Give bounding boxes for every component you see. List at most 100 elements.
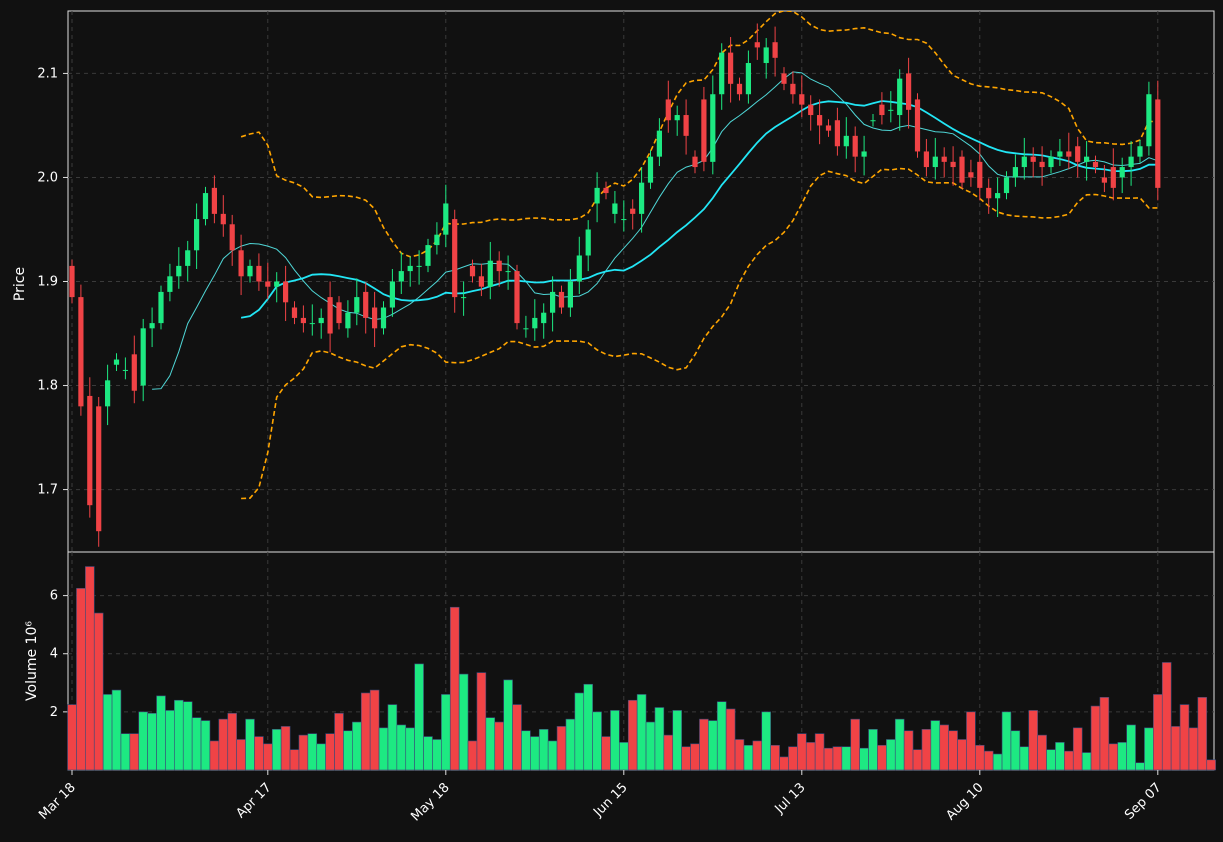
volume-bar — [957, 739, 967, 771]
candle-body — [986, 187, 992, 199]
volume-bar — [485, 717, 496, 771]
volume-bar — [894, 718, 905, 771]
candle-body — [274, 281, 280, 287]
candle-body — [1012, 167, 1018, 178]
candle-body — [701, 99, 707, 162]
candle-body — [621, 219, 627, 221]
bollinger-bands — [240, 11, 1158, 500]
candle-body — [78, 297, 84, 407]
volume-bar — [334, 713, 344, 771]
candle-body — [541, 312, 547, 324]
candle-body — [941, 156, 947, 162]
candle-body — [923, 151, 929, 168]
volume-bar — [1037, 734, 1047, 771]
volume-bar — [93, 612, 104, 771]
volume-bar — [556, 726, 567, 771]
candle-body — [1057, 151, 1063, 157]
candle-body — [345, 312, 351, 329]
volume-bar — [592, 711, 602, 771]
volume-bar — [966, 711, 976, 771]
volume-bar — [1188, 727, 1199, 771]
candle-body — [665, 99, 671, 121]
volume-axis-label: Volume 10⁶ — [24, 621, 40, 701]
candle-body — [656, 130, 662, 157]
candle-body — [1075, 146, 1081, 162]
volume-bar — [111, 689, 122, 771]
candle-body — [327, 297, 333, 334]
volume-bar — [378, 727, 389, 771]
candle-body — [514, 271, 520, 324]
candle-body — [69, 265, 75, 298]
candle-body — [283, 281, 289, 303]
candle-body — [523, 328, 529, 330]
volume-bar — [387, 704, 398, 771]
volume-bar — [67, 704, 77, 771]
candle-body — [256, 265, 262, 282]
candle-body — [808, 104, 814, 116]
volume-bar — [1197, 697, 1208, 771]
candle-body — [959, 156, 965, 183]
volume-bar — [841, 746, 852, 771]
volume-bar — [1099, 697, 1110, 771]
volume-bar — [583, 683, 593, 771]
volume-tick-label: 6 — [50, 589, 58, 604]
candle-body — [1101, 177, 1107, 183]
candle-body — [140, 328, 146, 386]
volume-bar — [779, 756, 789, 771]
volume-bar — [165, 710, 175, 771]
volume-bar — [823, 747, 834, 771]
candle-body — [897, 78, 903, 116]
volume-bar — [503, 679, 513, 771]
candle-body — [336, 302, 342, 324]
candle-body — [763, 47, 769, 64]
volume-bar — [298, 734, 309, 771]
candle-body — [425, 245, 431, 266]
volume-bar — [1170, 726, 1181, 771]
candle-body — [407, 265, 413, 272]
volume-bar — [432, 739, 442, 771]
candle-body — [647, 156, 654, 183]
volume-bar — [770, 744, 780, 771]
volume-bar — [129, 733, 140, 771]
volume-bar — [752, 740, 763, 771]
volume-bar — [797, 733, 807, 771]
candle-body — [434, 234, 440, 246]
candle-body — [1003, 177, 1010, 194]
price-y-ticks: 1.7 1.8 1.9 2.0 2.1 — [37, 66, 68, 498]
candle-body — [603, 187, 609, 194]
volume-bar — [681, 746, 691, 771]
candle-body — [185, 250, 191, 266]
candle-body — [265, 281, 271, 287]
candle-body — [496, 260, 502, 272]
candle-body — [149, 323, 155, 329]
candle-body — [113, 359, 120, 365]
candle-body — [363, 291, 369, 318]
candle-body — [461, 297, 467, 299]
volume-bar — [645, 721, 656, 771]
candle-body — [1119, 167, 1125, 178]
candle-body — [247, 265, 253, 277]
volume-bar — [1126, 724, 1136, 771]
volume-bar — [271, 729, 282, 771]
price-axis-label: Price — [12, 267, 28, 301]
volume-bar — [1117, 742, 1127, 771]
volume-bar — [877, 744, 887, 771]
volume-bar — [254, 736, 264, 771]
candle-body — [888, 109, 894, 111]
candle-body — [309, 323, 315, 325]
candle-body — [550, 291, 556, 313]
volume-bar — [930, 720, 941, 771]
volume-bar — [521, 730, 531, 771]
volume-bar — [708, 720, 718, 771]
candle-body — [176, 265, 182, 277]
candle-body — [843, 135, 849, 147]
volume-panel: 2 4 6 Volume 10⁶ — [24, 551, 1216, 771]
volume-bar — [636, 694, 647, 771]
candle-body — [879, 104, 885, 116]
volume-bar — [1090, 705, 1101, 771]
volume-bar — [138, 711, 148, 771]
volume-bar — [449, 606, 460, 771]
volume-bar — [120, 733, 131, 771]
volume-bar — [218, 718, 229, 771]
volume-bar — [396, 724, 407, 771]
